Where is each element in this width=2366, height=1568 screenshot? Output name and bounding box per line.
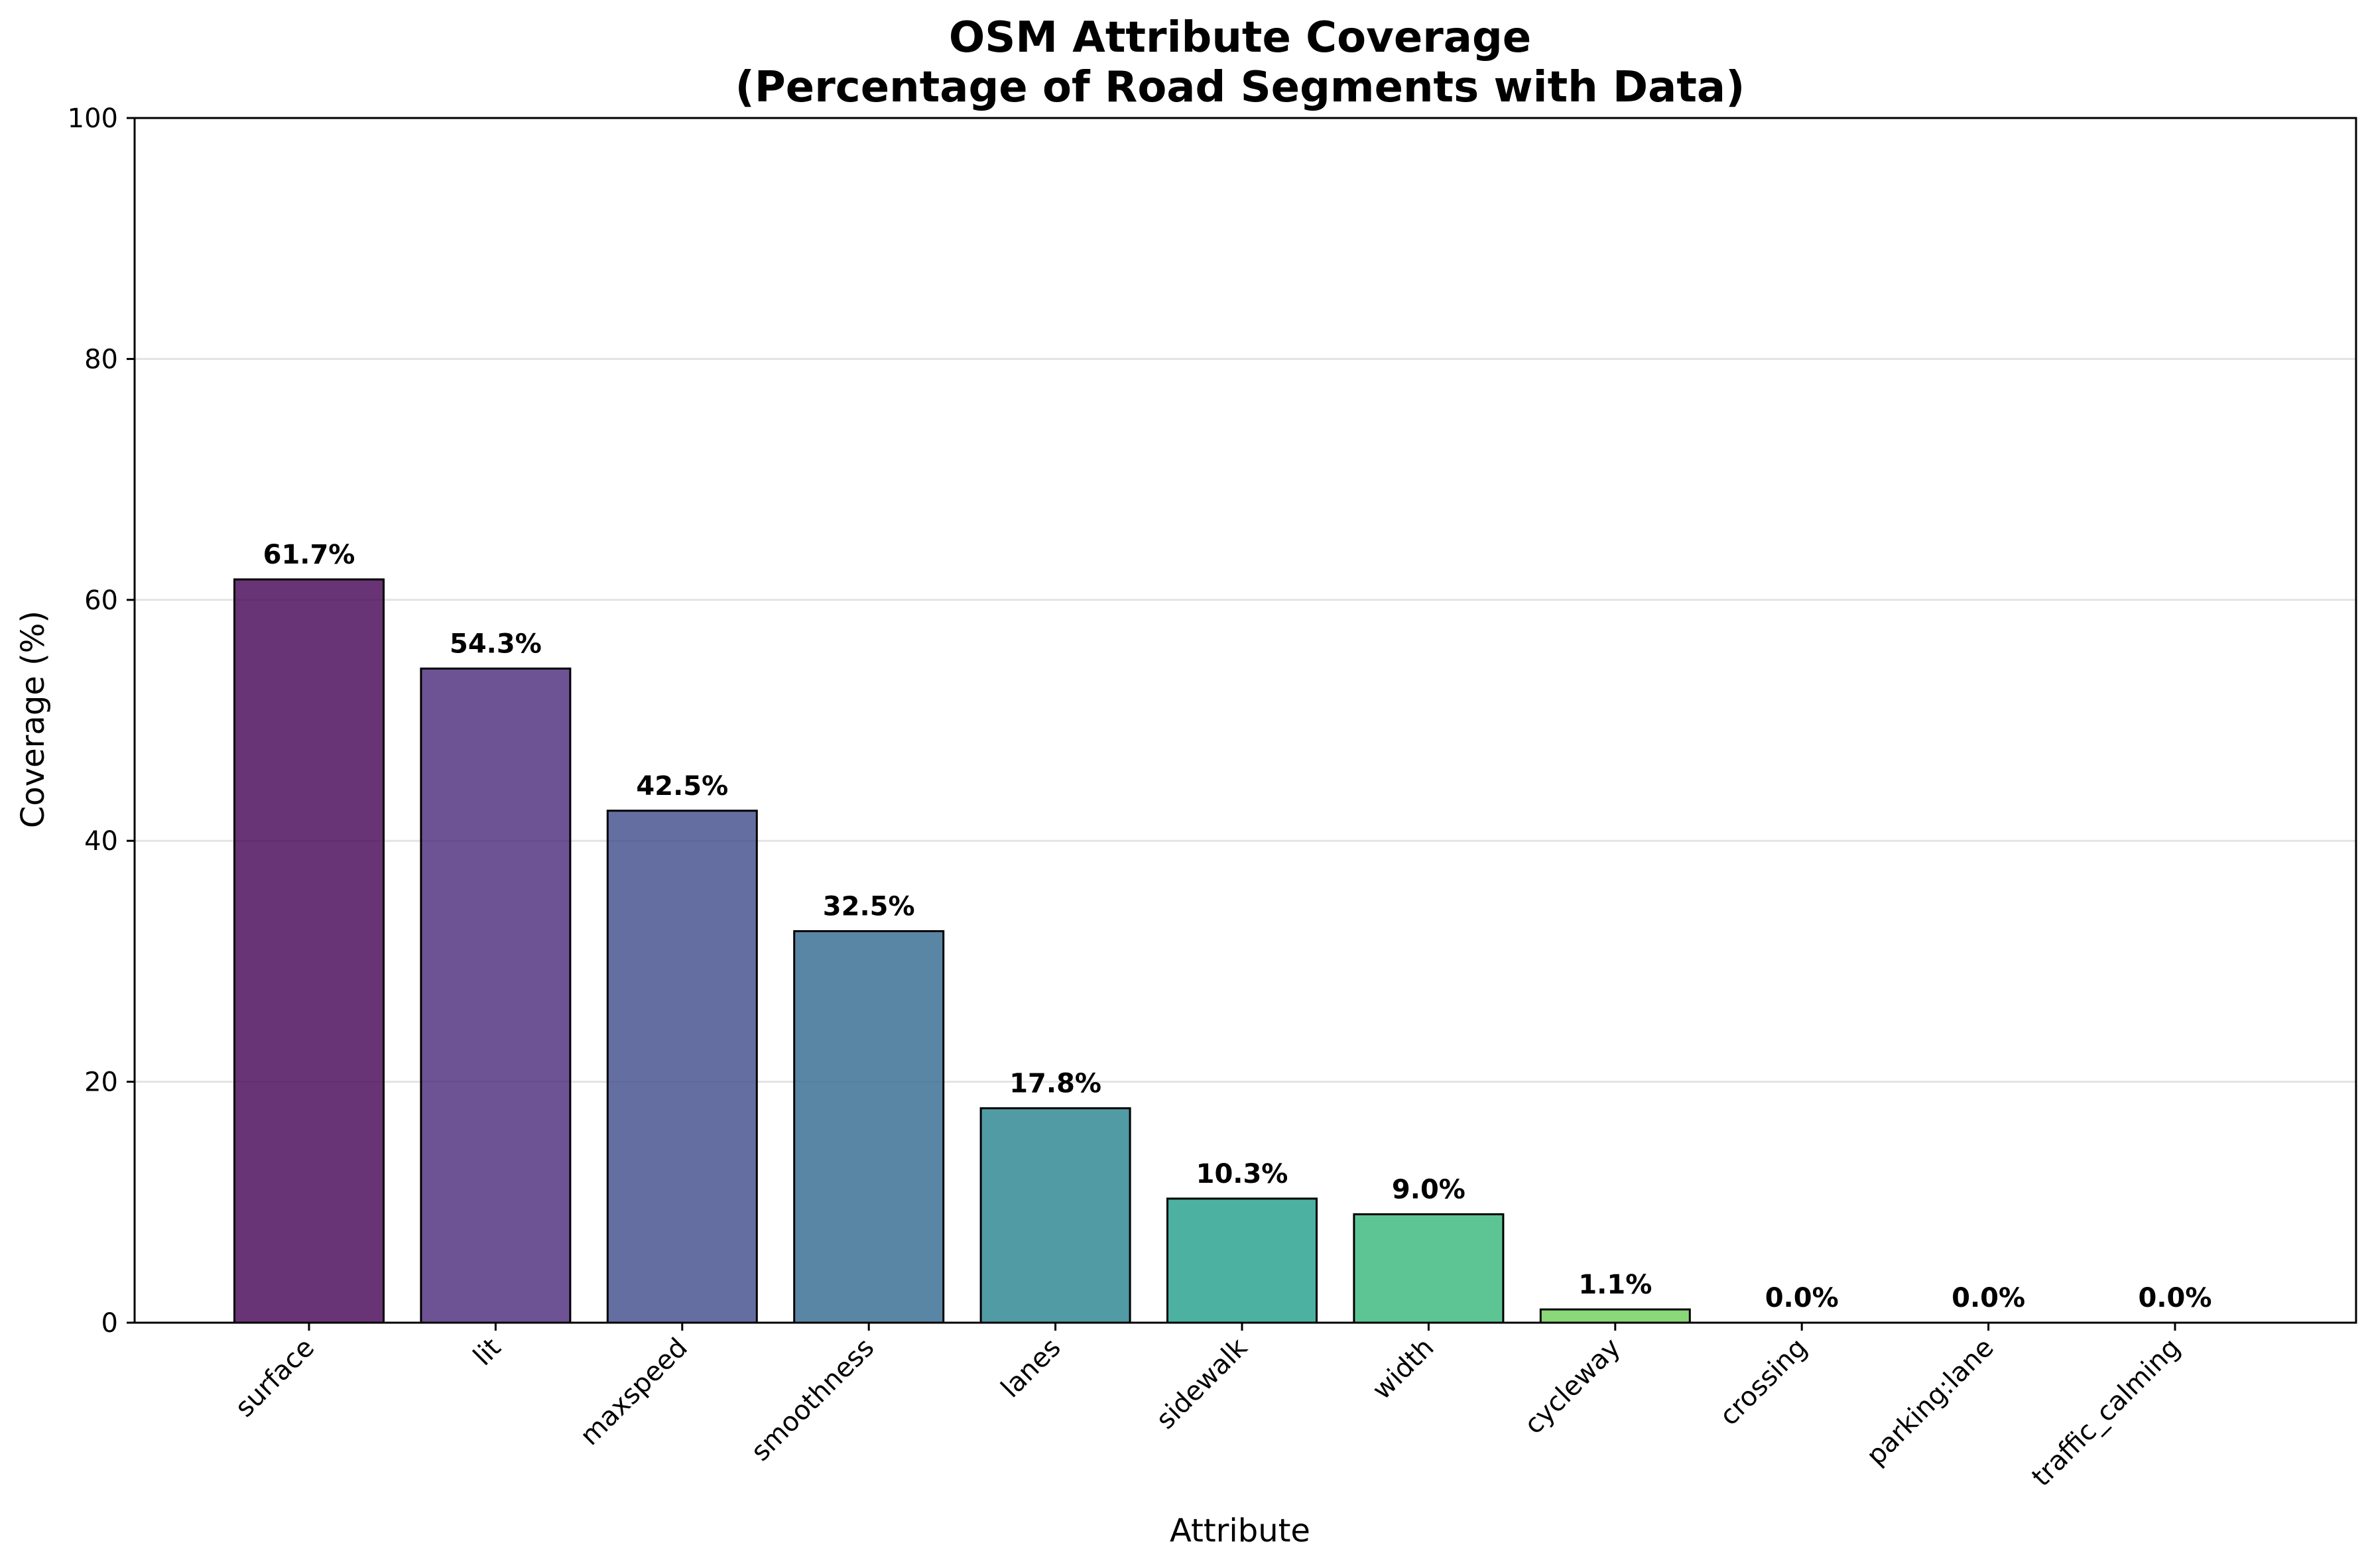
- y-axis-ticks: 0 20 40 60 80 100: [68, 103, 135, 1339]
- y-tick-label: 100: [68, 103, 118, 134]
- y-tick-label: 40: [84, 826, 118, 857]
- x-tick-label: sidewalk: [1151, 1332, 1254, 1435]
- data-label: 54.3%: [450, 629, 542, 659]
- data-label: 9.0%: [1392, 1174, 1465, 1205]
- plot-frame: [133, 117, 2357, 1324]
- data-label: 17.8%: [1009, 1069, 1101, 1099]
- x-tick-label: lanes: [995, 1333, 1067, 1404]
- bar-surface: [233, 578, 385, 1324]
- x-tick-label: parking:lane: [1861, 1333, 2000, 1472]
- bar-lit: [420, 667, 572, 1324]
- y-tick-label: 60: [84, 585, 118, 616]
- bars: [233, 578, 2251, 1324]
- chart-title-line-1: OSM Attribute Coverage: [949, 13, 1531, 62]
- x-tick-label: width: [1367, 1333, 1440, 1406]
- x-tick-label: lit: [467, 1333, 507, 1372]
- bar-maxspeed: [606, 810, 758, 1324]
- data-label: 1.1%: [1578, 1270, 1652, 1300]
- y-axis-label: Coverage (%): [15, 611, 52, 828]
- x-tick-label: cycleway: [1519, 1333, 1627, 1441]
- bar-smoothness: [793, 930, 945, 1324]
- x-axis-label: Attribute: [1170, 1512, 1310, 1549]
- x-tick-label: maxspeed: [574, 1333, 694, 1452]
- y-tick-label: 0: [101, 1308, 118, 1339]
- bar-sidewalk: [1166, 1197, 1318, 1324]
- y-tick-label: 80: [84, 344, 118, 375]
- data-labels: 61.7% 54.3% 42.5% 32.5% 17.8% 10.3% 9.0% 1.1% 0.…: [263, 540, 2212, 1313]
- data-label: 42.5%: [636, 771, 728, 802]
- x-tick-label: surface: [229, 1333, 320, 1423]
- data-label: 0.0%: [2139, 1283, 2212, 1313]
- data-label: 32.5%: [823, 891, 915, 922]
- bar-cycleway: [1539, 1308, 1691, 1324]
- bar-lanes: [979, 1107, 1131, 1324]
- x-tick-label: traffic_calming: [2026, 1333, 2186, 1493]
- y-tick-label: 20: [84, 1067, 118, 1098]
- data-label: 10.3%: [1196, 1159, 1288, 1189]
- data-label: 0.0%: [1952, 1283, 2025, 1313]
- data-label: 0.0%: [1765, 1283, 1839, 1313]
- chart-title-line-2: (Percentage of Road Segments with Data): [735, 63, 1745, 112]
- x-tick-label: crossing: [1714, 1333, 1814, 1432]
- x-axis-ticks: surface lit maxspeed smoothness lanes sidewal…: [229, 1323, 2186, 1492]
- data-label: 61.7%: [263, 540, 355, 570]
- x-tick-label: smoothness: [745, 1333, 880, 1467]
- bar-width: [1353, 1213, 1505, 1324]
